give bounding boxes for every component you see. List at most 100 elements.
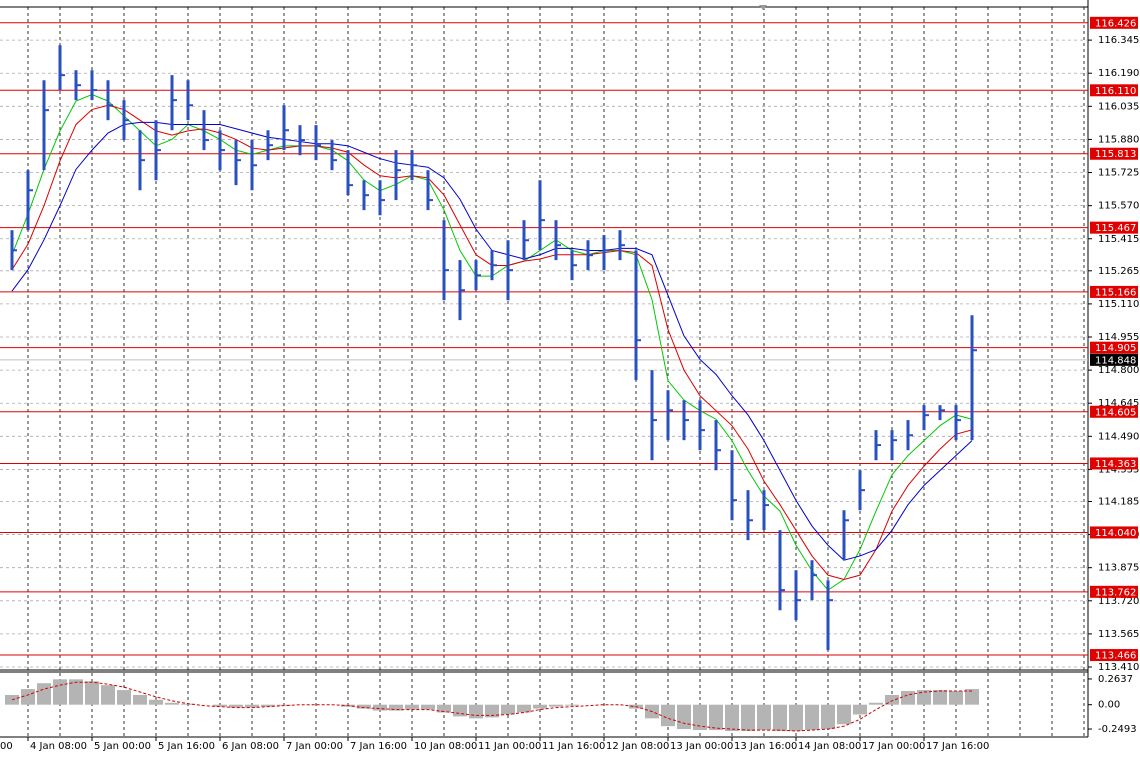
x-tick-label: 12 Jan 08:00: [606, 741, 669, 752]
osc-bar: [709, 704, 723, 731]
osc-bar: [213, 704, 227, 707]
osc-bar: [149, 699, 163, 705]
osc-bar: [965, 689, 979, 705]
osc-bar: [805, 704, 819, 731]
osc-bar: [549, 704, 563, 707]
osc-bar: [565, 704, 579, 706]
level-label: 113.762: [1095, 587, 1136, 598]
x-tick-label: 11 Jan 00:00: [478, 741, 541, 752]
osc-bar: [21, 689, 35, 705]
level-label-bg: [1090, 16, 1138, 29]
osc-bar: [357, 704, 371, 709]
current-price-bg: [1090, 353, 1138, 366]
x-tick-label: 17 Jan 16:00: [926, 741, 989, 752]
osc-bar: [261, 704, 275, 707]
level-label-bg: [1090, 147, 1138, 160]
y-tick-label: 115.265: [1098, 266, 1139, 277]
level-label-bg: [1090, 84, 1138, 97]
osc-bar: [85, 681, 99, 705]
x-tick-label: 13 Jan 00:00: [670, 741, 733, 752]
level-label-bg: [1090, 585, 1138, 598]
osc-bar: [101, 685, 115, 705]
osc-signal: [11, 681, 972, 732]
osc-bar: [677, 704, 691, 730]
osc-tick-label: 0.2637: [1098, 674, 1133, 685]
osc-bar: [501, 704, 515, 715]
x-tick-label: 5 Jan 16:00: [158, 741, 215, 752]
osc-bar: [693, 704, 707, 731]
osc-bar: [821, 704, 835, 730]
y-tick-label: 115.570: [1098, 201, 1139, 212]
level-label-bg: [1090, 341, 1138, 354]
osc-bar: [373, 704, 387, 711]
vertical-grid: [27, 7, 1085, 737]
y-tick-label: 113.410: [1098, 662, 1139, 673]
x-tick-label: 7 Jan 00:00: [286, 741, 343, 752]
level-label-bg: [1090, 221, 1138, 234]
y-tick-label: 115.110: [1098, 299, 1139, 310]
osc-bar: [69, 679, 83, 705]
y-tick-label: 114.490: [1098, 431, 1139, 442]
osc-bar: [453, 704, 467, 717]
osc-bar: [245, 704, 259, 708]
level-label-bg: [1090, 526, 1138, 539]
y-tick-label: 115.880: [1098, 134, 1139, 145]
y-tick-label: 114.335: [1098, 464, 1139, 475]
osc-tick-label: 0.00: [1098, 700, 1120, 711]
osc-bar: [37, 683, 51, 705]
osc-bar: [853, 704, 867, 715]
level-label: 114.363: [1095, 459, 1136, 470]
current-price-label: 114.848: [1095, 355, 1136, 366]
y-tick-label: 116.345: [1098, 35, 1139, 46]
level-label: 116.426: [1095, 18, 1136, 29]
x-tick-label: 11 Jan 16:00: [542, 741, 605, 752]
y-tick-label: 115.415: [1098, 234, 1139, 245]
y-tick-label: 113.720: [1098, 596, 1139, 607]
y-tick-label: 114.800: [1098, 365, 1139, 376]
y-tick-label: 116.190: [1098, 68, 1139, 79]
osc-bar: [533, 704, 547, 709]
x-tick-label: 17 Jan 00:00: [862, 741, 925, 752]
osc-bar: [229, 704, 243, 708]
y-tick-label: 114.955: [1098, 332, 1139, 343]
x-tick-label: 14 Jan 08:00: [798, 741, 861, 752]
osc-bar: [469, 704, 483, 719]
osc-bar: [917, 690, 931, 705]
osc-bar: [933, 690, 947, 705]
y-tick-label: 113.565: [1098, 629, 1139, 640]
y-tick-label: 113.875: [1098, 563, 1139, 574]
osc-bar: [405, 704, 419, 710]
y-tick-label: 116.035: [1098, 101, 1139, 112]
osc-bar: [437, 704, 451, 713]
x-tick-label: 10 Jan 08:00: [414, 741, 477, 752]
osc-bar: [773, 704, 787, 732]
osc-bar: [725, 704, 739, 732]
level-label-bg: [1090, 457, 1138, 470]
osc-bar: [949, 691, 963, 705]
osc-bar: [885, 694, 899, 705]
osc-tick-label: -0.2493: [1098, 724, 1137, 735]
level-label: 114.040: [1095, 528, 1136, 539]
osc-bar: [421, 704, 435, 710]
level-label: 115.813: [1095, 149, 1136, 160]
x-tick-label: 7 Jan 16:00: [350, 741, 407, 752]
osc-bar: [165, 702, 179, 705]
osc-bar: [133, 694, 147, 705]
osc-bar: [117, 690, 131, 705]
osc-bar: [789, 704, 803, 732]
level-label: 113.466: [1095, 651, 1136, 662]
level-label: 116.110: [1095, 86, 1136, 97]
osc-bar: [53, 679, 67, 705]
level-label: 115.467: [1095, 223, 1136, 234]
osc-bar: [757, 704, 771, 731]
level-label: 115.166: [1095, 287, 1136, 298]
y-tick-label: 115.725: [1098, 168, 1139, 179]
level-label-bg: [1090, 285, 1138, 298]
osc-bar: [389, 704, 403, 711]
osc-bar: [517, 704, 531, 713]
x-tick-label: 13 Jan 16:00: [734, 741, 797, 752]
level-label-bg: [1090, 649, 1138, 662]
osc-bar: [741, 704, 755, 732]
